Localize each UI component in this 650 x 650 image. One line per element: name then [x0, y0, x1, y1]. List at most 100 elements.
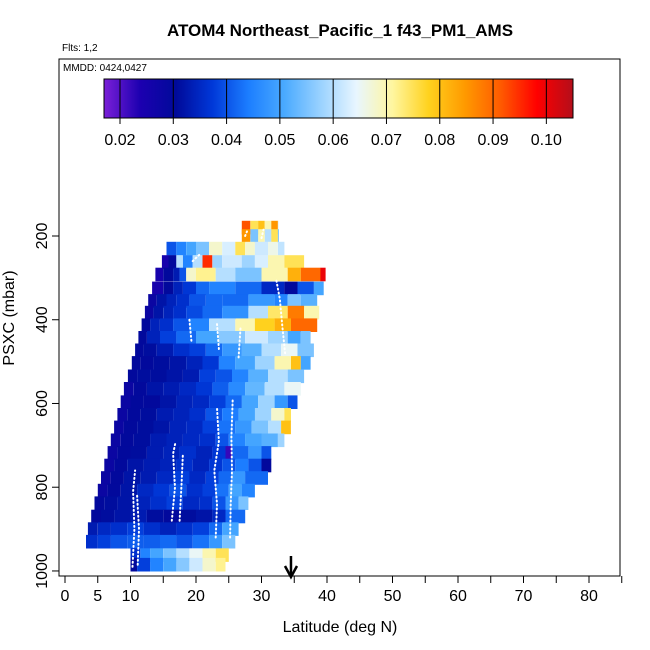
flight-track — [229, 398, 234, 539]
heatmap-cell — [186, 420, 203, 435]
marker-head — [283, 565, 299, 580]
heatmap-cell — [130, 548, 141, 562]
heatmap-cell — [189, 557, 203, 572]
heatmap-cell — [110, 522, 128, 536]
heatmap-cell — [182, 281, 196, 296]
heatmap-cell — [163, 557, 177, 572]
heatmap-cell — [218, 471, 232, 485]
heatmap-cell — [144, 305, 154, 320]
flight-tracks — [131, 228, 287, 568]
heatmap-cell — [127, 522, 144, 536]
heatmap-cell — [182, 369, 200, 384]
heatmap-cell — [160, 331, 177, 345]
heatmap-cell — [251, 420, 269, 435]
heatmap-cell — [196, 267, 216, 282]
heatmap-cell — [117, 446, 131, 460]
heatmap-cell — [101, 471, 111, 485]
heatmap-cell — [222, 343, 242, 358]
x-tick-label: 20 — [187, 588, 205, 605]
heatmap-cell — [146, 382, 164, 396]
x-tick-label: 5 — [93, 588, 102, 605]
heatmap-cell — [250, 220, 259, 235]
y-tick-label: 200 — [34, 223, 51, 250]
heatmap-cell — [133, 496, 151, 510]
heatmap-cell — [176, 331, 196, 345]
heatmap-cell — [277, 241, 285, 256]
heatmap-cell — [235, 356, 255, 370]
heatmap-cell — [166, 241, 177, 256]
heatmap-cell — [271, 408, 285, 422]
heatmap-cell — [284, 408, 291, 422]
x-tick-label: 10 — [122, 588, 140, 605]
heatmap-cell — [97, 483, 108, 498]
heatmap-cell — [235, 458, 249, 473]
heatmap-cell — [254, 241, 268, 256]
heatmap-cell — [222, 241, 236, 256]
heatmap-cell — [268, 369, 288, 384]
heatmap-cell — [189, 294, 206, 308]
chart-title: ATOM4 Northeast_Pacific_1 f43_PM1_AMS — [167, 21, 513, 40]
heatmap-cell — [261, 433, 278, 448]
heatmap-cell — [287, 267, 301, 282]
heatmap-cell — [248, 369, 268, 384]
y-axis-label: PSXC (mbar) — [1, 270, 18, 365]
heatmap-cell — [160, 534, 177, 549]
heatmap-cell — [300, 294, 318, 308]
heatmap-cell — [258, 229, 265, 243]
heatmap-cell — [254, 408, 272, 422]
heatmap-cell — [137, 369, 151, 384]
heatmap-cell — [114, 509, 131, 524]
heatmap-cell — [209, 534, 223, 549]
x-tick-label: 0 — [61, 588, 70, 605]
heatmap-cell — [131, 356, 141, 370]
heatmap-cell — [156, 408, 174, 422]
x-tick-label: 50 — [384, 588, 402, 605]
colorbar-scale — [103, 78, 574, 119]
heatmap-cell — [137, 557, 151, 572]
heatmap-cell — [156, 471, 174, 485]
heatmap-cell — [218, 420, 236, 435]
x-tick-label: 40 — [318, 588, 336, 605]
heatmap-cell — [179, 267, 187, 282]
heatmap-cell — [271, 229, 278, 243]
heatmap-cell — [141, 318, 151, 332]
flight-track — [213, 406, 220, 539]
heatmap-cell — [261, 267, 288, 282]
y-tick-label: 800 — [34, 474, 51, 501]
heatmap-cell — [189, 408, 206, 422]
heatmap-cell — [114, 458, 128, 473]
heatmap-cell — [196, 281, 210, 296]
heatmap-cell — [241, 255, 255, 269]
heatmap-cell — [153, 305, 164, 320]
heatmap-cell — [245, 433, 262, 448]
heatmap-cell — [156, 343, 174, 358]
heatmap-cell — [176, 255, 183, 269]
heatmap-cell — [225, 395, 242, 409]
heatmap-cell — [143, 522, 160, 536]
heatmap-cell — [123, 382, 134, 396]
heatmap-cell — [87, 522, 98, 536]
heatmap-cell — [215, 483, 229, 498]
y-tick-label: 1000 — [34, 553, 51, 589]
heatmap-cell — [127, 369, 138, 384]
heatmap-cell — [199, 433, 216, 448]
heatmap-cell — [176, 241, 187, 256]
heatmap-cell — [160, 318, 174, 332]
heatmap-cell — [277, 220, 279, 235]
heatmap-cell — [235, 281, 262, 296]
heatmap-cell — [155, 267, 164, 282]
heatmap-cell — [163, 267, 174, 282]
heatmap-cell — [215, 267, 236, 282]
heatmap-cell — [205, 294, 223, 308]
plot-frame — [58, 58, 621, 577]
latitude-marker-arrow — [283, 556, 299, 580]
heatmap-cell — [268, 241, 278, 256]
heatmap-cell — [117, 496, 134, 510]
heatmap-cell — [117, 408, 128, 422]
heatmap-cell — [192, 458, 210, 473]
heatmap-cell — [146, 331, 160, 345]
heatmap-cell — [160, 395, 177, 409]
heatmap-cell — [248, 446, 262, 460]
heatmap-cell — [110, 534, 128, 549]
